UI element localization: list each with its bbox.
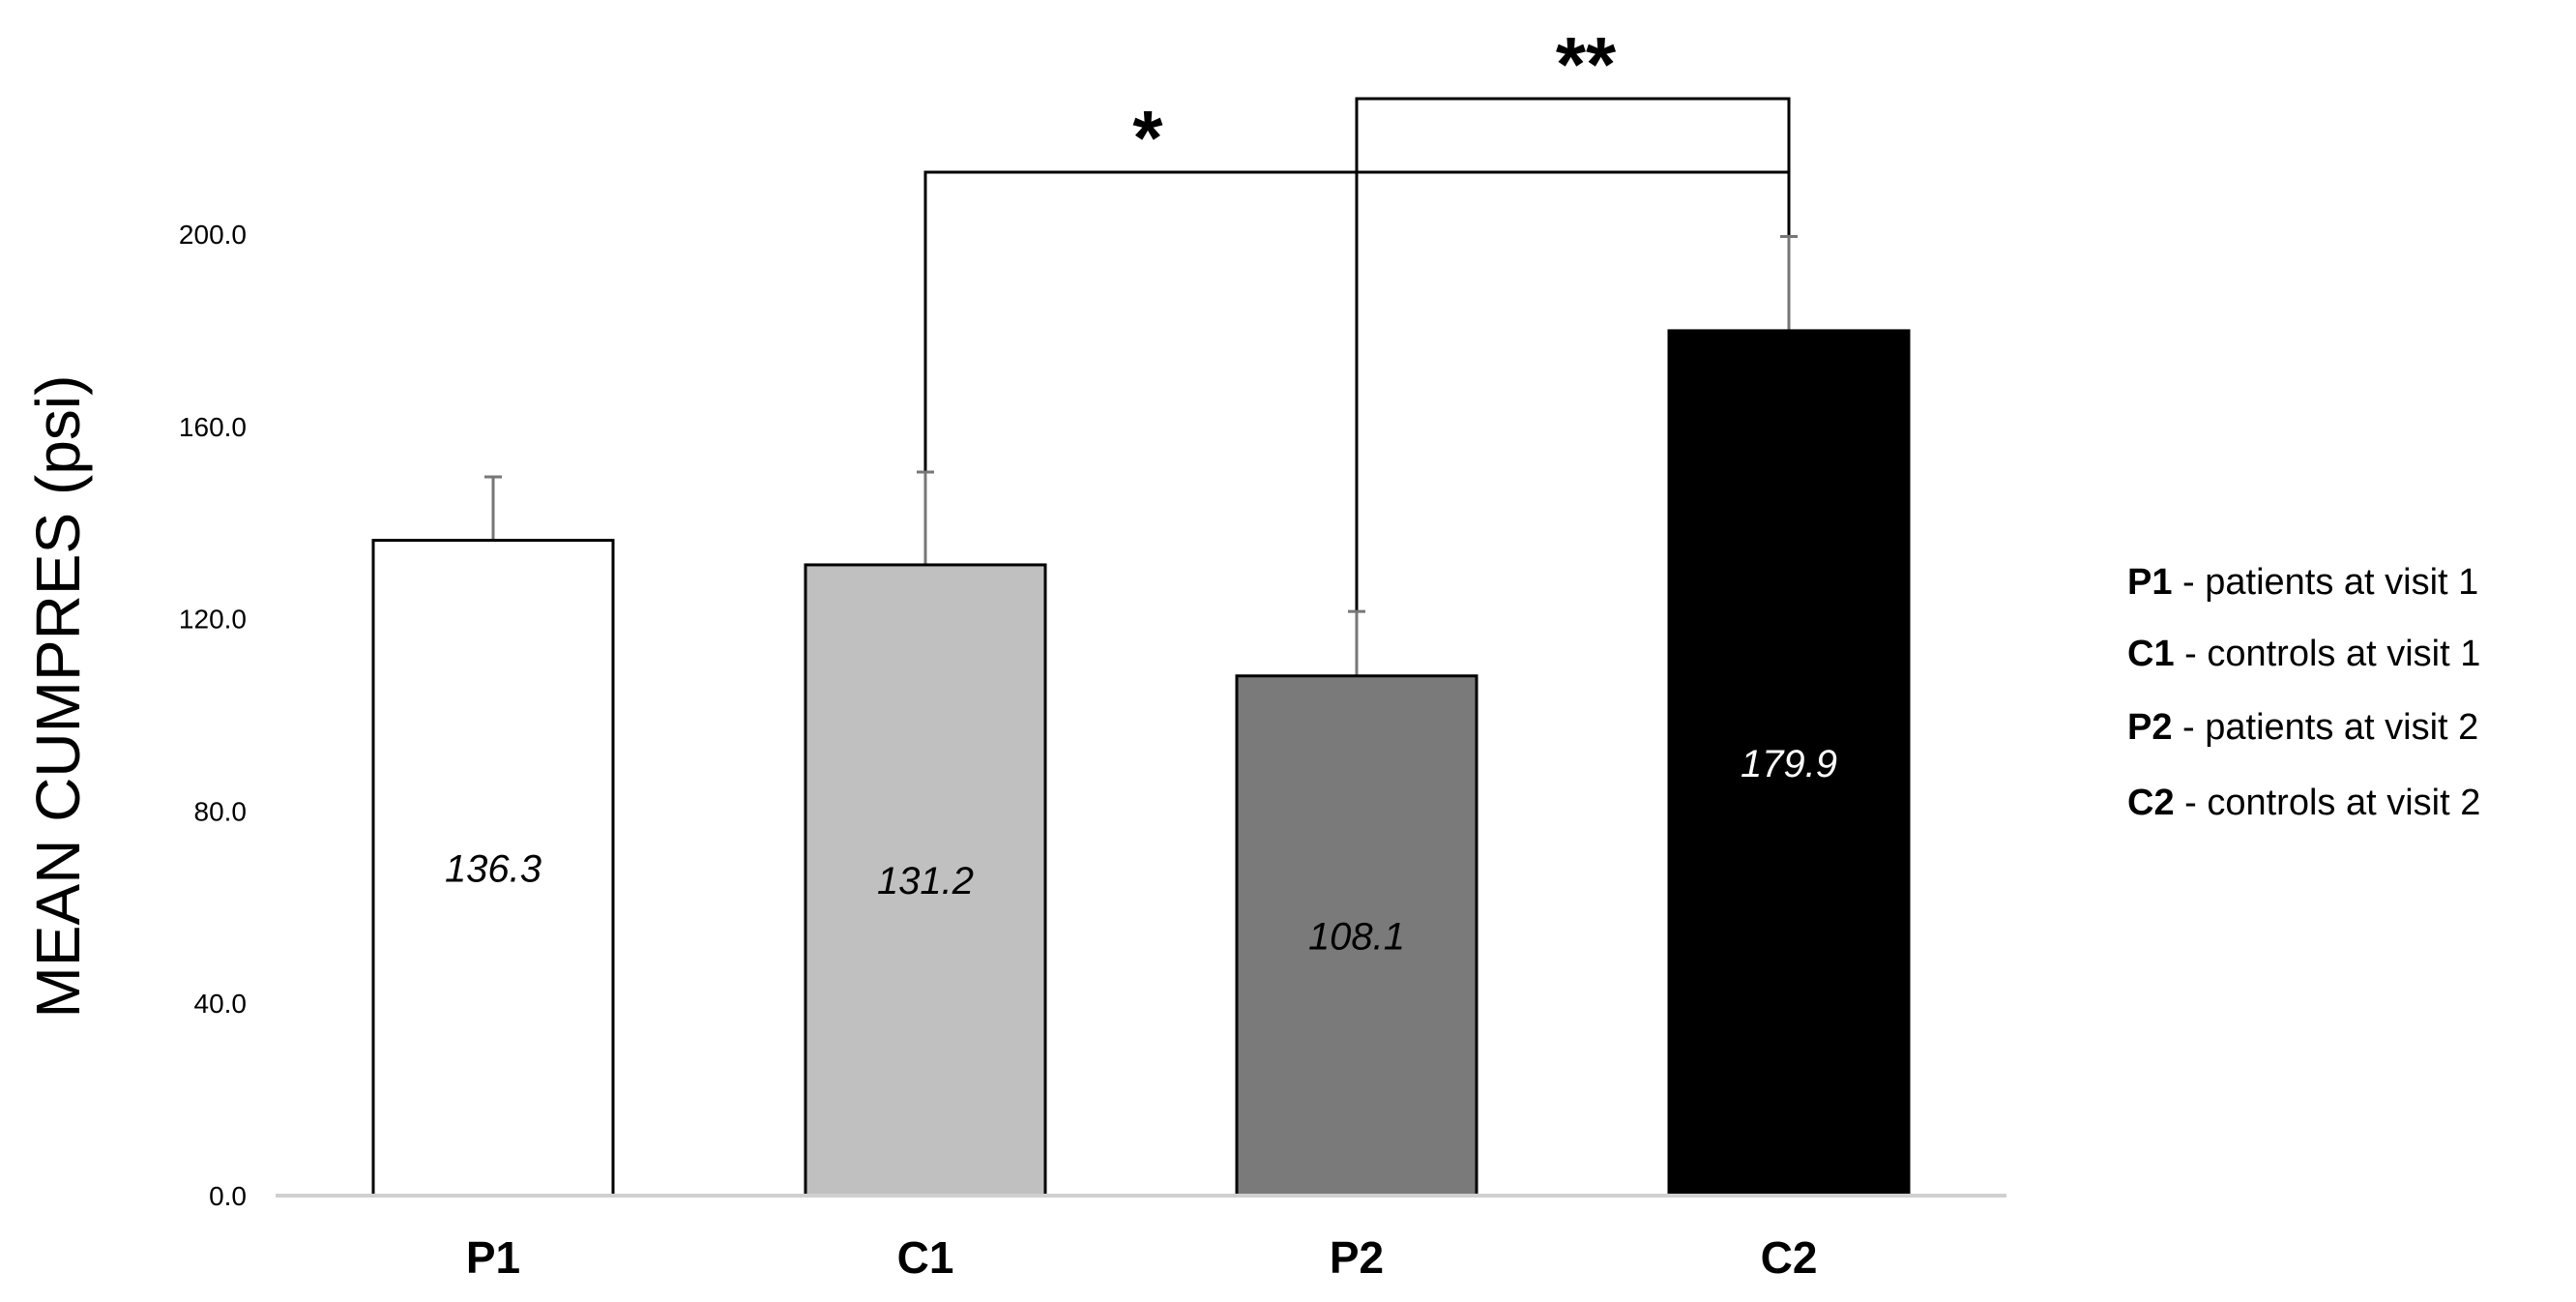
- legend-description-c1: - controls at visit 1: [2175, 634, 2481, 674]
- significance-brackets: ***: [923, 21, 1791, 612]
- category-label-p1: P1: [466, 1232, 520, 1283]
- legend-key-p2: P2: [2127, 707, 2172, 748]
- y-tick-label-160-0: 160.0: [179, 412, 247, 442]
- bars: [371, 329, 1911, 1198]
- significance-label-c1-c2: *: [1132, 95, 1163, 181]
- data-label-c2: 179.9: [1741, 743, 1837, 785]
- y-axis-title: MEAN CUMPRES (psi): [23, 375, 93, 1019]
- legend-key-p1: P1: [2127, 562, 2172, 603]
- legend-entry-c1: C1 - controls at visit 1: [2127, 634, 2480, 674]
- legend-key-c1: C1: [2127, 634, 2175, 674]
- significance-bracket-p2-c2: [1355, 97, 1791, 612]
- y-tick-label-40-0: 40.0: [194, 989, 248, 1019]
- category-label-c1: C1: [897, 1232, 954, 1283]
- data-label-p2: 108.1: [1308, 915, 1405, 958]
- bar-p1: [371, 539, 615, 1198]
- category-label-p2: P2: [1330, 1232, 1384, 1283]
- y-axis-ticks: 0.0 40.0 80.0 120.0 160.0 200.0: [179, 220, 247, 1211]
- significance-label-p2-c2: **: [1556, 21, 1617, 107]
- legend-entry-p2: P2 - patients at visit 2: [2127, 707, 2478, 748]
- category-labels: P1 C1 P2 C2: [466, 1232, 1818, 1283]
- y-tick-label-120-0: 120.0: [179, 605, 247, 635]
- legend-description-p1: - patients at visit 1: [2172, 562, 2478, 603]
- legend: P1 - patients at visit 1 C1 - controls at…: [2127, 562, 2480, 823]
- legend-entry-c2: C2 - controls at visit 2: [2127, 783, 2480, 823]
- legend-description-p2: - patients at visit 2: [2172, 707, 2478, 748]
- y-tick-label-0-0: 0.0: [209, 1181, 247, 1211]
- bar-c1: [804, 563, 1047, 1198]
- legend-entry-p1: P1 - patients at visit 1: [2127, 562, 2478, 603]
- data-labels: 136.3 131.2 108.1 179.9: [445, 743, 1837, 958]
- error-bars: [484, 234, 1798, 676]
- data-label-c1: 131.2: [877, 860, 974, 903]
- y-tick-label-80-0: 80.0: [194, 796, 248, 826]
- data-label-p1: 136.3: [445, 847, 542, 890]
- category-label-c2: C2: [1761, 1232, 1818, 1283]
- legend-description-c2: - controls at visit 2: [2175, 783, 2481, 823]
- bar-c2: [1667, 329, 1911, 1198]
- legend-key-c2: C2: [2127, 783, 2175, 823]
- y-tick-label-200-0: 200.0: [179, 220, 247, 250]
